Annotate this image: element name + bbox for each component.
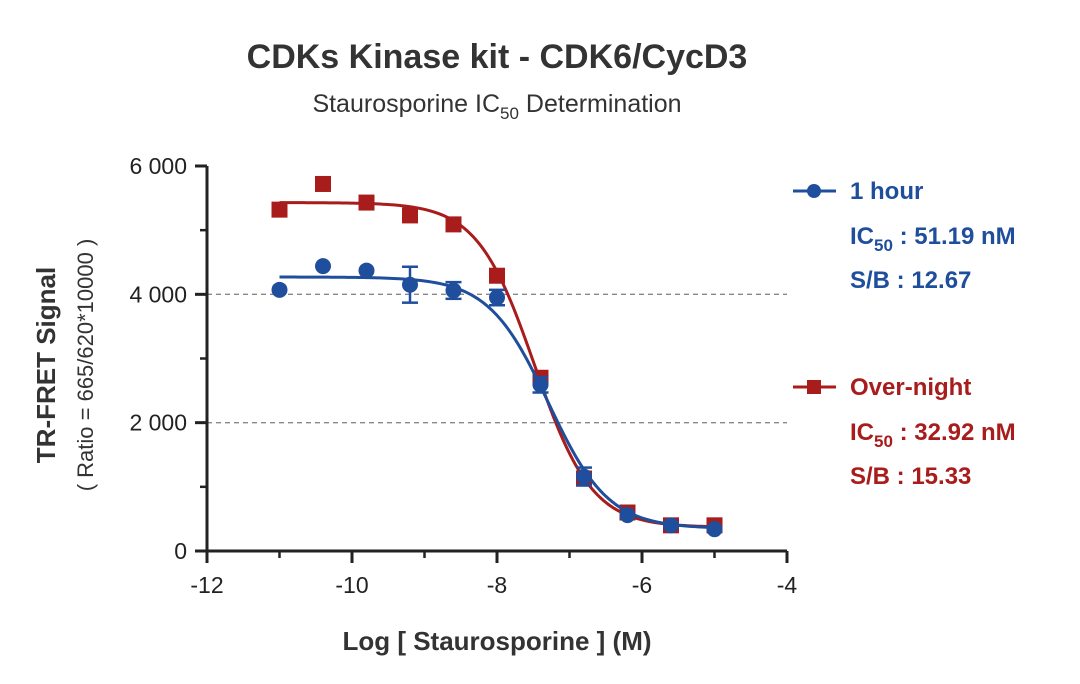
data-point [271, 281, 288, 298]
series-over-night [271, 175, 723, 534]
legend-entry-1-hour: 1 hour IC50 : 51.19 nM S/B : 12.67 [793, 178, 1016, 294]
y-axis-title: TR-FRET Signal [31, 267, 61, 463]
legend-label-over-night: Over-night [850, 374, 971, 401]
data-point [489, 267, 505, 284]
data-point [576, 468, 592, 485]
y-tick-label: 4 000 [129, 281, 187, 307]
legend-marker-over-night [807, 380, 821, 394]
data-point [402, 276, 418, 293]
x-tick-label: -4 [777, 572, 798, 598]
legend-label-1-hour: 1 hour [850, 178, 923, 205]
data-point [315, 258, 331, 275]
y-tick-label: 6 000 [129, 153, 187, 179]
data-point [358, 262, 375, 279]
data-point [402, 207, 418, 224]
y-tick-label: 0 [174, 538, 187, 564]
x-tick-label: -10 [335, 572, 368, 598]
data-point [358, 194, 375, 211]
series-layer [271, 175, 723, 538]
y-axis-title-group: TR-FRET Signal ( Ratio = 665/620*10000 ) [31, 239, 98, 492]
x-tick-label: -8 [487, 572, 507, 598]
data-point [445, 216, 462, 233]
legend-marker-1-hour [807, 184, 821, 198]
fit-curve-over-night [279, 201, 715, 529]
fit-curve-1-hour [279, 275, 715, 530]
legend-sb-1-hour: S/B : 12.67 [850, 267, 971, 294]
legend-ic50-1-hour: IC50 : 51.19 nM [850, 223, 1016, 255]
x-tick-label: -12 [190, 572, 223, 598]
data-point [706, 521, 723, 538]
data-point [271, 201, 288, 218]
chart-title: CDKs Kinase kit - CDK6/CycD3 [247, 38, 748, 76]
legend: 1 hour IC50 : 51.19 nM S/B : 12.67 Over-… [793, 178, 1016, 490]
series-1-hour [271, 258, 723, 538]
axes [205, 166, 787, 553]
chart-subtitle: Staurosporine IC50 Determination [312, 90, 681, 123]
data-point [619, 507, 636, 524]
x-axis-title: Log [ Staurosporine ] (M) [342, 626, 651, 656]
legend-entry-over-night: Over-night IC50 : 32.92 nM S/B : 15.33 [793, 374, 1016, 490]
data-point [315, 175, 331, 192]
x-tick-label: -6 [632, 572, 652, 598]
data-point [532, 376, 549, 393]
y-tick-label: 2 000 [129, 410, 187, 436]
legend-sb-over-night: S/B : 15.33 [850, 463, 971, 490]
ticks: 0 2 000 4 000 6 000 -12 -10 -8 -6 -4 [129, 153, 797, 598]
legend-ic50-over-night: IC50 : 32.92 nM [850, 419, 1016, 451]
data-point [489, 289, 505, 306]
data-point [445, 282, 462, 299]
y-axis-subtitle: ( Ratio = 665/620*10000 ) [73, 239, 98, 492]
data-point [663, 517, 679, 534]
